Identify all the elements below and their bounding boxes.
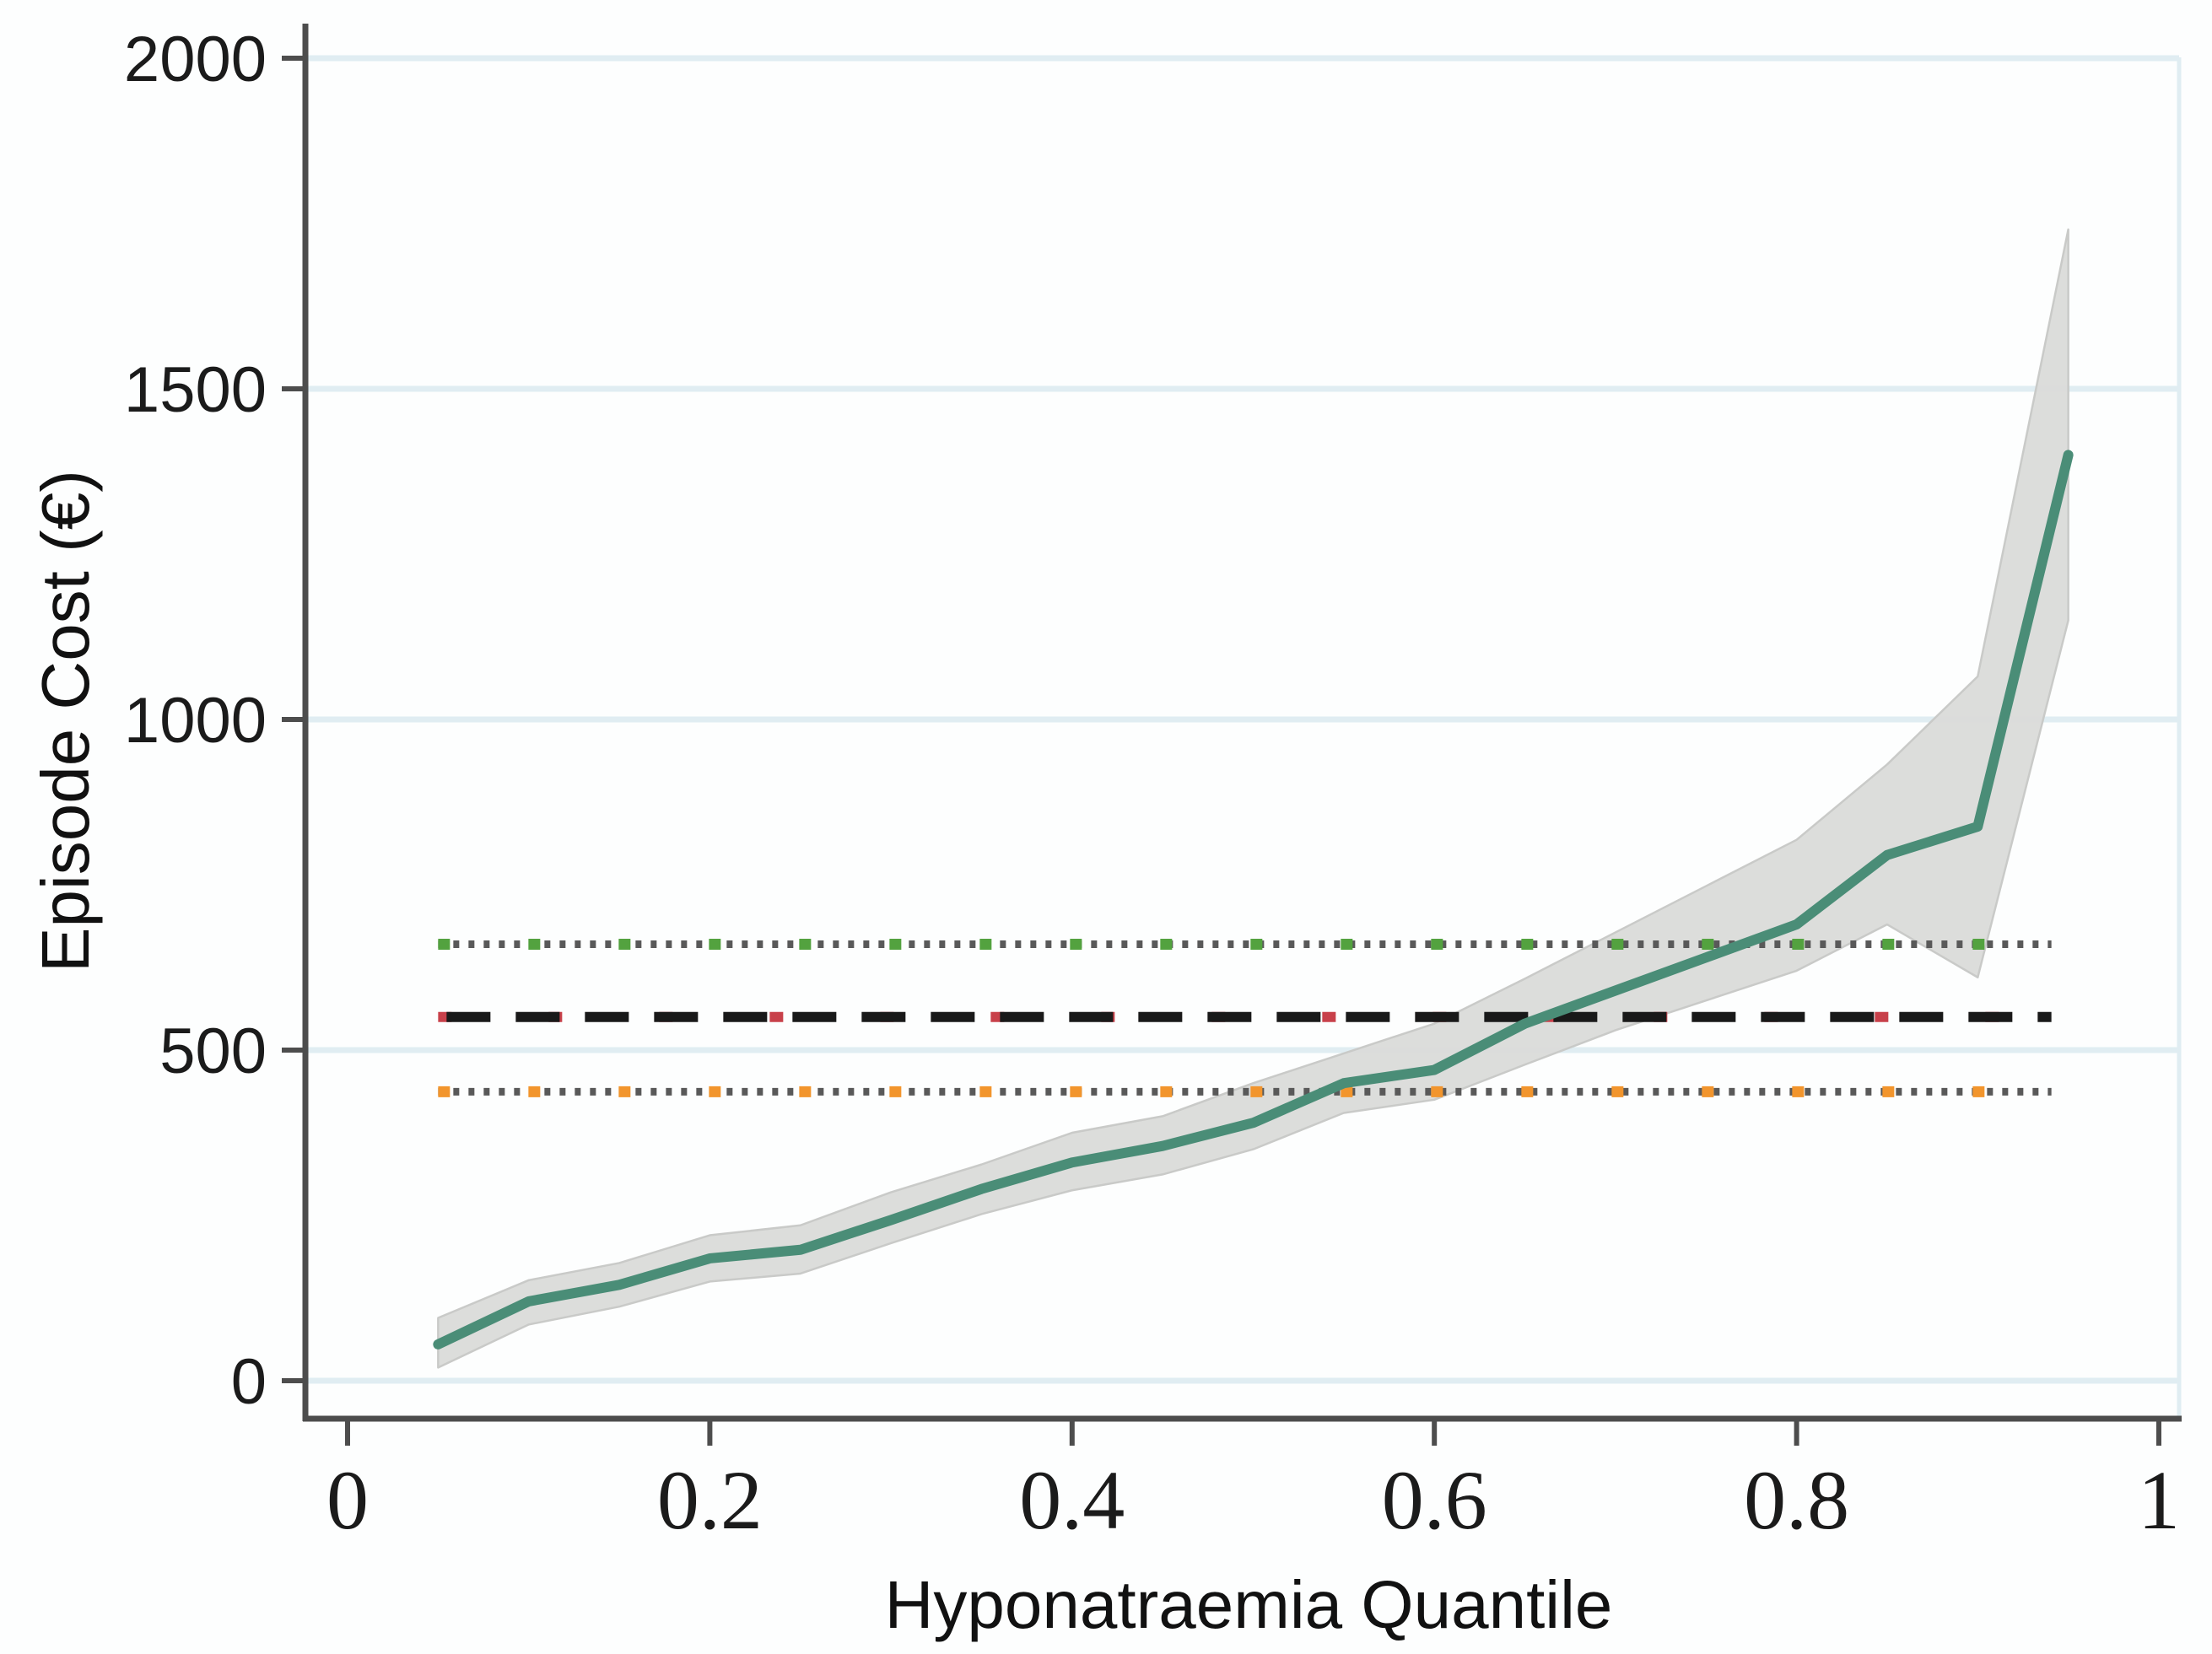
- y-tick-label-1000: 1000: [124, 685, 267, 757]
- x-tick-label-0.4: 0.4: [1019, 1453, 1125, 1547]
- confidence-band: [437, 228, 2069, 1369]
- plot-layer: 0 500 1000 1500 2000 0 0.2 0.4 0.6 0.8 1: [124, 24, 2182, 1547]
- x-tick-label-0: 0: [326, 1453, 369, 1547]
- y-tick-label-500: 500: [159, 1016, 267, 1087]
- y-tick-label-0: 0: [231, 1346, 267, 1418]
- y-tick-label-2000: 2000: [124, 24, 267, 95]
- x-axis-title: Hyponatraemia Quantile: [885, 1567, 1613, 1642]
- x-tick-label-0.6: 0.6: [1382, 1453, 1487, 1547]
- y-tick-label-1500: 1500: [124, 354, 267, 426]
- x-tick-label-1: 1: [2138, 1453, 2180, 1547]
- x-tick-label-0.8: 0.8: [1744, 1453, 1849, 1547]
- episode-cost-by-quantile: [433, 450, 2074, 1350]
- x-tick-label-0.2: 0.2: [657, 1453, 763, 1547]
- y-axis-title: Episode Cost (€): [28, 470, 103, 972]
